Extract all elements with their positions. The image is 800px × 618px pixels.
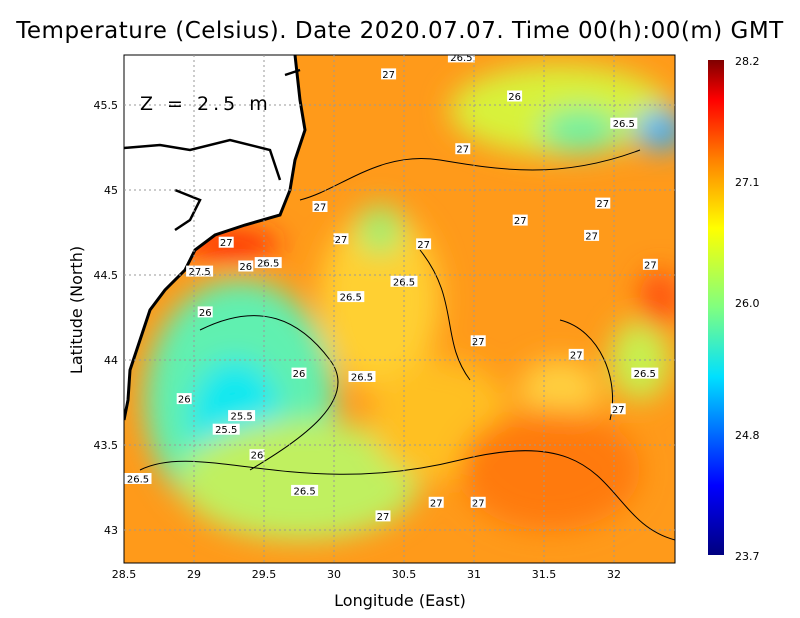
- x-axis-label: Longitude (East): [334, 591, 466, 610]
- colorbar-tick-label: 28.2: [735, 55, 760, 68]
- contour-label: 27: [417, 240, 430, 251]
- contour-label: 27: [382, 70, 395, 81]
- depth-label: Z = 2.5 m: [140, 93, 272, 115]
- contour-label: 26.5: [613, 119, 635, 130]
- contour-label-bg: [416, 238, 432, 250]
- y-tick-label: 44: [104, 354, 118, 367]
- contour-label: 26.5: [393, 277, 415, 288]
- contour-label: 27: [220, 238, 233, 249]
- contour-label-bg: [375, 510, 391, 522]
- colorbar-ticks: 28.2 27.1 26.0 24.8 23.7: [735, 55, 760, 563]
- x-tick-label: 32: [607, 568, 621, 581]
- contour-label-bg: [212, 423, 240, 435]
- contour-label-bg: [470, 496, 486, 508]
- contour-label-bg: [381, 68, 397, 80]
- y-tick-label: 43.5: [94, 439, 119, 452]
- contour-label: 26.5: [340, 293, 362, 304]
- contour-label: 27: [430, 498, 443, 509]
- contour-label: 27: [644, 260, 657, 271]
- contour-label: 26: [178, 395, 191, 406]
- contour-label: 27: [456, 145, 469, 156]
- colorbar: [708, 60, 724, 555]
- contour-label-bg: [337, 291, 365, 303]
- x-tick-label: 31: [467, 568, 481, 581]
- contour-label-bg: [176, 393, 192, 405]
- contour-label-bg: [238, 260, 254, 272]
- contour-label: 26.5: [351, 373, 373, 384]
- chart-title: Temperature (Celsius). Date 2020.07.07. …: [16, 18, 784, 44]
- contour-label-bg: [228, 410, 256, 422]
- contour-label-bg: [291, 367, 307, 379]
- colorbar-tick-label: 23.7: [735, 550, 760, 563]
- contour-label: 27: [472, 337, 485, 348]
- contour-label-bg: [642, 258, 658, 270]
- contour-label: 26.5: [127, 475, 149, 486]
- contour-label-bg: [631, 367, 659, 379]
- y-ticks: 43 43.5 44 44.5 45 45.5: [94, 99, 119, 537]
- contour-label-bg: [333, 233, 349, 245]
- grid: [124, 55, 675, 563]
- x-tick-label: 30: [327, 568, 341, 581]
- x-tick-label: 29.5: [252, 568, 277, 581]
- contour-label: 27: [472, 498, 485, 509]
- y-tick-label: 45: [104, 184, 118, 197]
- contour-label: 27: [335, 235, 348, 246]
- contour-label-bg: [512, 214, 528, 226]
- contour-label-bg: [455, 143, 471, 155]
- contour-label: 26.5: [257, 259, 279, 270]
- contour-label: 27: [612, 405, 625, 416]
- contour-label-bg: [124, 473, 152, 484]
- contour-label: 25.5: [230, 412, 252, 423]
- contour-label-bg: [291, 484, 319, 496]
- y-tick-label: 43: [104, 524, 118, 537]
- contour-label-bg: [249, 449, 265, 461]
- contour-label-bg: [610, 403, 626, 415]
- contour-label-bg: [447, 55, 475, 63]
- colorbar-tick-label: 26.0: [735, 297, 760, 310]
- contour-label-bg: [507, 90, 523, 102]
- contour-label: 26.5: [293, 486, 315, 497]
- contour-label: 25.5: [215, 425, 237, 436]
- coastline: [124, 55, 307, 421]
- contour-label: 26: [508, 92, 521, 103]
- contour-label: 27: [514, 216, 527, 227]
- contour-label: 27: [377, 512, 390, 523]
- contour-labels: 26.5 27 26 26.5 27 27 27 27 27 27 27 27 27.5 26 26.5 26…: [124, 53, 659, 523]
- contour-label: 27: [570, 350, 583, 361]
- contour-label-bg: [254, 257, 282, 269]
- x-tick-label: 31.5: [532, 568, 557, 581]
- colorbar-tick-label: 24.8: [735, 429, 760, 442]
- contour-label-bg: [428, 496, 444, 508]
- contour-label: 26.5: [634, 369, 656, 380]
- colorbar-tick-label: 27.1: [735, 176, 760, 189]
- contour-label-bg: [218, 236, 234, 248]
- contour-label: 26: [251, 451, 264, 462]
- contour-label-bg: [348, 371, 376, 382]
- y-tick-label: 44.5: [94, 269, 119, 282]
- contour-label-bg: [312, 201, 328, 212]
- contour-label-bg: [197, 306, 213, 318]
- contour-label: 27.5: [188, 267, 210, 278]
- contour-label-bg: [584, 229, 600, 241]
- contour-label: 26: [199, 308, 212, 319]
- contour-label: 27: [585, 231, 598, 242]
- contour-label-bg: [610, 117, 638, 129]
- y-tick-label: 45.5: [94, 99, 119, 112]
- contour-label-bg: [568, 348, 584, 360]
- x-ticks: 28.5 29 29.5 30 30.5 31 31.5 32: [112, 568, 621, 581]
- contour-label: 26.5: [450, 53, 472, 64]
- contour-label: 26: [293, 369, 306, 380]
- contour-label-bg: [470, 335, 486, 347]
- x-tick-label: 30.5: [392, 568, 417, 581]
- contour-label: 27: [314, 203, 327, 214]
- contour-label: 26: [239, 262, 252, 273]
- contour-label-bg: [186, 265, 214, 277]
- x-tick-label: 29: [187, 568, 201, 581]
- y-axis-label: Latitude (North): [67, 246, 86, 374]
- x-tick-label: 28.5: [112, 568, 137, 581]
- contour-label: 27: [596, 199, 609, 210]
- contour-label-bg: [595, 197, 611, 209]
- temperature-field: 26.5 27 26 26.5 27 27 27 27 27 27 27 27 27.5 26 26.5 26…: [124, 53, 675, 563]
